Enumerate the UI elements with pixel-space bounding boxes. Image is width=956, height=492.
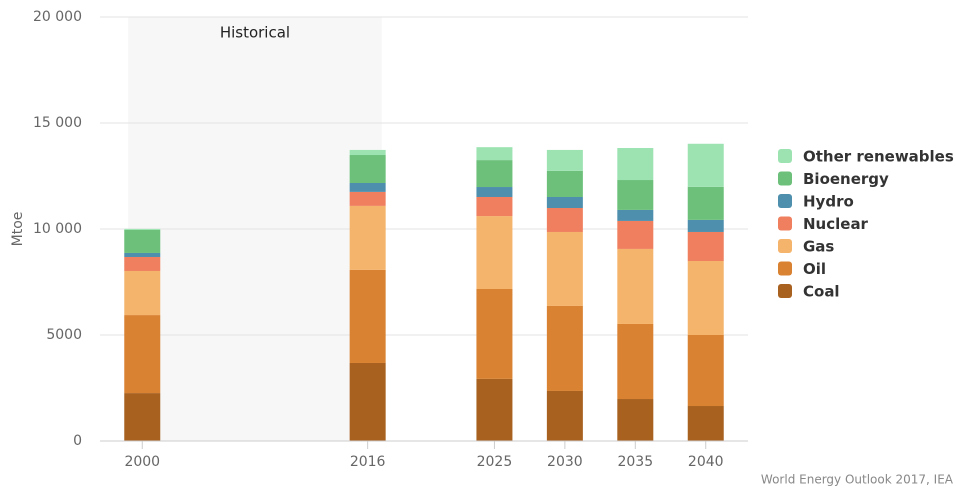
bar-segment <box>546 231 583 306</box>
bar-segment <box>124 228 161 230</box>
bar-segment <box>124 256 161 271</box>
bar-segment <box>124 252 161 257</box>
legend-label: Bioenergy <box>803 170 889 188</box>
bar-segment <box>349 269 386 363</box>
legend-label: Coal <box>803 283 840 301</box>
bar-segment <box>617 148 654 181</box>
bar-segment <box>546 170 583 197</box>
legend-label: Other renewables <box>803 148 954 166</box>
x-tick-label: 2025 <box>477 454 513 470</box>
bar-segment <box>687 143 724 187</box>
legend-swatch <box>778 216 792 231</box>
bar-segment <box>687 231 724 262</box>
bar-segment <box>476 288 513 379</box>
legend-label: Nuclear <box>803 215 869 233</box>
y-tick-label: 10 000 <box>33 221 82 237</box>
bar-segment <box>617 323 654 400</box>
bar-segment <box>349 182 386 192</box>
legend-label: Hydro <box>803 193 854 211</box>
bar-segment <box>124 315 161 394</box>
legend-swatch <box>778 284 792 298</box>
bar-segment <box>687 261 724 335</box>
bar-segment <box>546 305 583 391</box>
bar-segment <box>124 393 161 441</box>
bar-segment <box>349 191 386 206</box>
bar-segment <box>546 390 583 441</box>
bar-segment <box>476 187 513 197</box>
y-axis-label: Mtoe <box>10 212 26 247</box>
bar-segment <box>687 406 724 441</box>
bar-segment <box>687 335 724 407</box>
legend-label: Gas <box>803 238 834 256</box>
bar-segment <box>349 205 386 270</box>
y-tick-label: 5000 <box>46 327 82 343</box>
x-tick-label: 2000 <box>124 454 160 470</box>
legend-swatch <box>778 239 792 253</box>
legend-swatch <box>778 194 792 208</box>
bar-segment <box>617 399 654 441</box>
bar-segment <box>687 219 724 232</box>
bar-segment <box>349 362 386 441</box>
x-tick-label: 2016 <box>350 454 386 470</box>
bar-segment <box>546 208 583 232</box>
bar-segment <box>476 378 513 441</box>
bar-segment <box>349 149 386 156</box>
bar-segment <box>349 155 386 183</box>
bar-segment <box>617 248 654 324</box>
bar-segment <box>546 149 583 171</box>
x-tick-label: 2035 <box>617 454 653 470</box>
bar-segment <box>687 186 724 220</box>
legend-swatch <box>778 171 792 186</box>
legend-label: Oil <box>803 260 826 278</box>
bar-segment <box>617 180 654 210</box>
bar-segment <box>476 160 513 188</box>
bar-segment <box>617 220 654 249</box>
bar-segment <box>546 196 583 209</box>
bar-segment <box>617 209 654 221</box>
bar-segment <box>124 229 161 253</box>
bar-segment <box>476 196 513 217</box>
bar-segment <box>476 147 513 161</box>
bar-segment <box>124 270 161 316</box>
x-tick-label: 2030 <box>547 454 583 470</box>
bar-segment <box>476 216 513 289</box>
legend-swatch <box>778 261 792 276</box>
annotation: Historical <box>220 24 290 42</box>
y-tick-label: 0 <box>73 433 82 449</box>
legend-swatch <box>778 149 792 163</box>
y-tick-label: 20 000 <box>33 9 82 25</box>
y-tick-label: 15 000 <box>33 115 82 131</box>
source: World Energy Outlook 2017, IEA <box>761 473 954 487</box>
x-tick-label: 2040 <box>688 454 724 470</box>
